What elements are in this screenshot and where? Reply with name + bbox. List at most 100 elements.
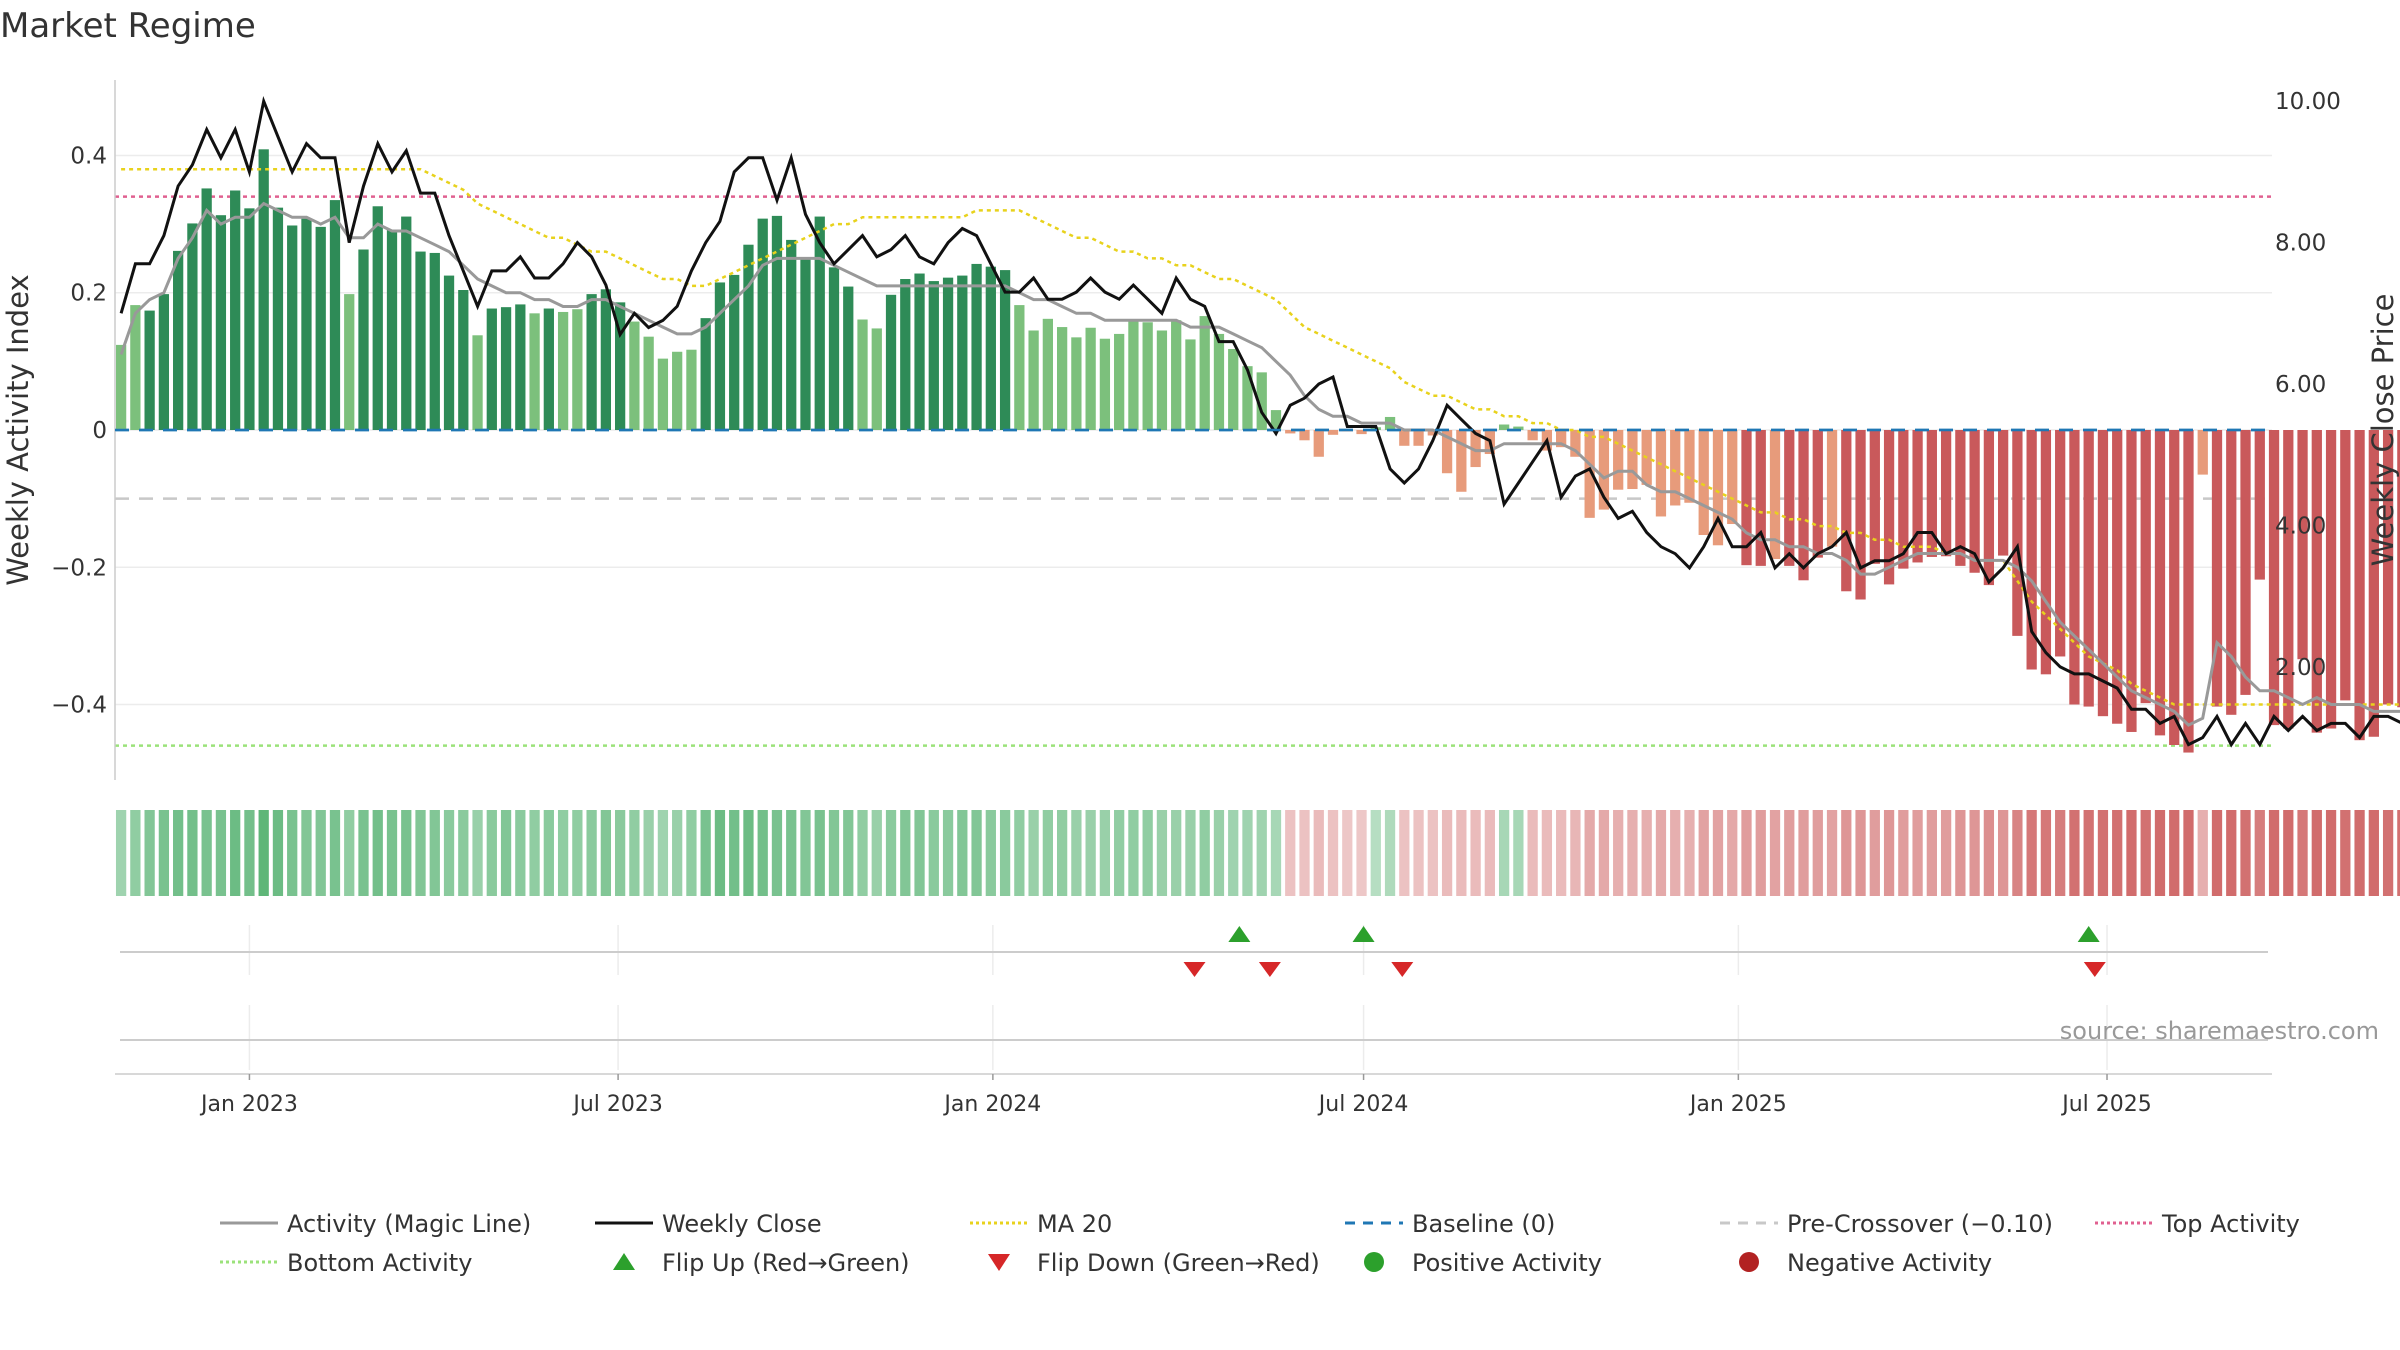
activity-bar [1427, 430, 1438, 436]
flip-up-marker [1352, 926, 1375, 942]
activity-bar [1998, 430, 2009, 556]
activity-bar [1627, 430, 1638, 490]
activity-bar [1156, 330, 1168, 430]
activity-bar [115, 344, 127, 430]
activity-bar [1056, 327, 1068, 430]
activity-bar [472, 335, 483, 430]
regime-cell [472, 810, 483, 896]
regime-cell [871, 810, 882, 896]
activity-bar [2040, 430, 2052, 675]
regime-cell [415, 810, 426, 896]
regime-cell [130, 810, 141, 896]
activity-bar [1955, 430, 1966, 566]
regime-cell [529, 810, 540, 896]
activity-bar [2169, 430, 2180, 745]
regime-cell [942, 810, 954, 896]
regime-cell [900, 810, 911, 896]
activity-bar [885, 294, 897, 430]
activity-bar [1413, 430, 1424, 446]
legend-label: Flip Up (Red→Green) [662, 1249, 910, 1277]
activity-bar [871, 328, 882, 430]
legend-label: Pre-Crossover (−0.10) [1787, 1210, 2053, 1238]
activity-bar [1356, 430, 1367, 435]
activity-bar [1883, 430, 1895, 585]
regime-cell [1441, 810, 1453, 896]
y-right-tick-label: 4.00 [2275, 513, 2326, 539]
activity-bar [1128, 319, 1139, 430]
activity-bar [786, 239, 797, 430]
legend-item: Pre-Crossover (−0.10) [1720, 1210, 2053, 1238]
activity-bar [985, 266, 996, 430]
activity-bar [315, 226, 326, 430]
activity-bar [2354, 430, 2365, 741]
regime-cell [1128, 810, 1139, 896]
regime-cell [486, 810, 497, 896]
regime-cell [757, 810, 768, 896]
regime-cell [914, 810, 925, 896]
y-left-tick-label: −0.4 [51, 693, 107, 719]
legend-label: Flip Down (Green→Red) [1037, 1249, 1320, 1277]
activity-bar [928, 281, 939, 430]
regime-cell [557, 810, 569, 896]
activity-bar [1755, 430, 1766, 566]
activity-bar [1712, 430, 1724, 546]
regime-cell [615, 810, 626, 896]
activity-bar [1655, 430, 1667, 517]
legend-label: Bottom Activity [287, 1249, 472, 1277]
flip-down-marker [1183, 962, 1206, 977]
activity-bar [1741, 430, 1752, 566]
legend-item: Positive Activity [1364, 1249, 1602, 1277]
activity-bar [1727, 430, 1738, 525]
activity-bar [386, 229, 398, 430]
legend-label: Negative Activity [1787, 1249, 1992, 1277]
regime-cell [572, 810, 583, 896]
activity-bar [1940, 430, 1952, 557]
regime-cell [1598, 810, 1610, 896]
legend-item: Flip Up (Red→Green) [613, 1249, 910, 1277]
regime-cell [1256, 810, 1267, 896]
y-right-tick-label: 2.00 [2275, 655, 2326, 681]
regime-cell [1142, 810, 1153, 896]
activity-bar [2211, 430, 2223, 707]
regime-cell [1969, 810, 1980, 896]
regime-cell [928, 810, 939, 896]
activity-bar [344, 294, 355, 430]
regime-cell [2083, 810, 2094, 896]
regime-cell [1171, 810, 1182, 896]
regime-cell [344, 810, 355, 896]
activity-bar [942, 277, 954, 430]
regime-cell [458, 810, 469, 896]
legend-item: MA 20 [970, 1210, 1112, 1238]
regime-cell [800, 810, 811, 896]
activity-bar [1698, 430, 1709, 535]
regime-cell [1826, 810, 1838, 896]
activity-bar [1855, 430, 1866, 600]
regime-cell [1384, 810, 1396, 896]
activity-bar [729, 274, 740, 430]
x-axis: Jan 2023 Jul 2023 Jan 2024 Jul 2024 Jan 2025… [115, 1039, 2272, 1117]
regime-cell [1812, 810, 1823, 896]
activity-bar [1199, 316, 1210, 430]
regime-cell [2055, 810, 2066, 896]
regime-cell [2226, 810, 2237, 896]
activity-bar [572, 309, 583, 430]
regime-cell [1156, 810, 1168, 896]
activity-bar [1085, 327, 1096, 430]
regime-cell [1028, 810, 1039, 896]
activity-bar [272, 207, 284, 430]
legend-swatch-dot [1364, 1252, 1384, 1272]
x-tick-label: Jan 2023 [199, 1092, 298, 1117]
regime-cell [2126, 810, 2137, 896]
regime-cell [2169, 810, 2180, 896]
regime-cell [372, 810, 383, 896]
activity-bar [458, 290, 469, 430]
activity-bar [415, 251, 426, 430]
activity-bar [2382, 430, 2394, 705]
activity-bar [301, 218, 312, 430]
activity-bar [600, 289, 612, 430]
regime-cell [1998, 810, 2009, 896]
regime-cell [1940, 810, 1952, 896]
regime-cell [1855, 810, 1866, 896]
activity-bar [1670, 430, 1681, 506]
